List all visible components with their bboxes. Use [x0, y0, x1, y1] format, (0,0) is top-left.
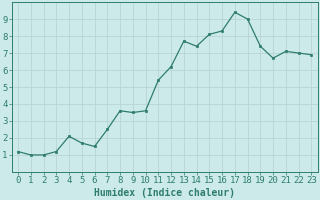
X-axis label: Humidex (Indice chaleur): Humidex (Indice chaleur)	[94, 188, 235, 198]
